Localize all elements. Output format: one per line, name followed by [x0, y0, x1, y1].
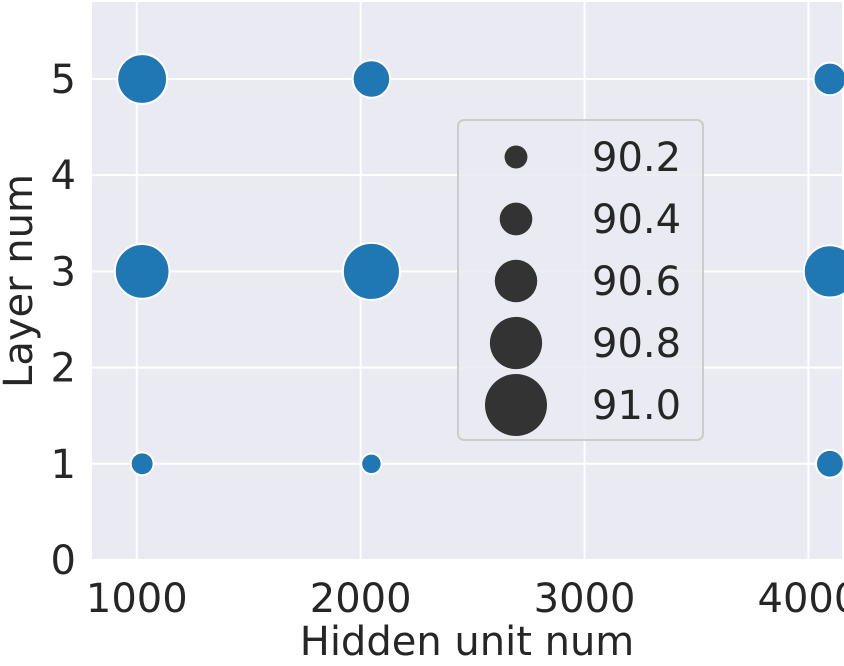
legend-label: 91.0	[592, 383, 681, 429]
x-tick-label: 1000	[86, 576, 188, 622]
legend-label: 90.8	[592, 321, 681, 367]
scatter-point	[116, 53, 169, 105]
y-tick-label: 3	[51, 249, 76, 295]
scatter-point	[815, 448, 844, 479]
y-tick-label: 2	[51, 346, 76, 392]
legend-label: 90.4	[592, 197, 681, 243]
scatter-point	[129, 451, 155, 477]
scatter-point	[360, 452, 383, 476]
y-tick-label: 5	[51, 57, 76, 103]
x-tick-label: 2000	[310, 576, 412, 622]
y-tick-label: 1	[51, 442, 76, 488]
legend-marker	[499, 202, 533, 236]
y-axis-label: Layer num	[0, 174, 42, 388]
scatter-point	[351, 59, 392, 99]
scatter-point	[812, 61, 844, 97]
legend: 90.2 90.4 90.6 90.8 91.0	[457, 119, 704, 441]
points-layer	[113, 53, 844, 479]
y-axis-ticks: 0 1 2 3 4 5	[51, 57, 76, 584]
legend-marker	[485, 374, 547, 436]
scatter-point	[113, 243, 171, 300]
scatter-point	[341, 241, 401, 301]
x-axis-label: Hidden unit num	[300, 619, 635, 665]
x-tick-label: 3000	[534, 576, 636, 622]
y-tick-label: 0	[51, 538, 76, 584]
scatter-point	[802, 244, 844, 299]
legend-marker	[494, 259, 538, 303]
legend-marker	[489, 316, 543, 370]
legend-label: 90.2	[592, 135, 681, 181]
y-tick-label: 4	[51, 153, 76, 199]
legend-marker	[504, 145, 528, 169]
legend-label: 90.6	[592, 259, 681, 305]
